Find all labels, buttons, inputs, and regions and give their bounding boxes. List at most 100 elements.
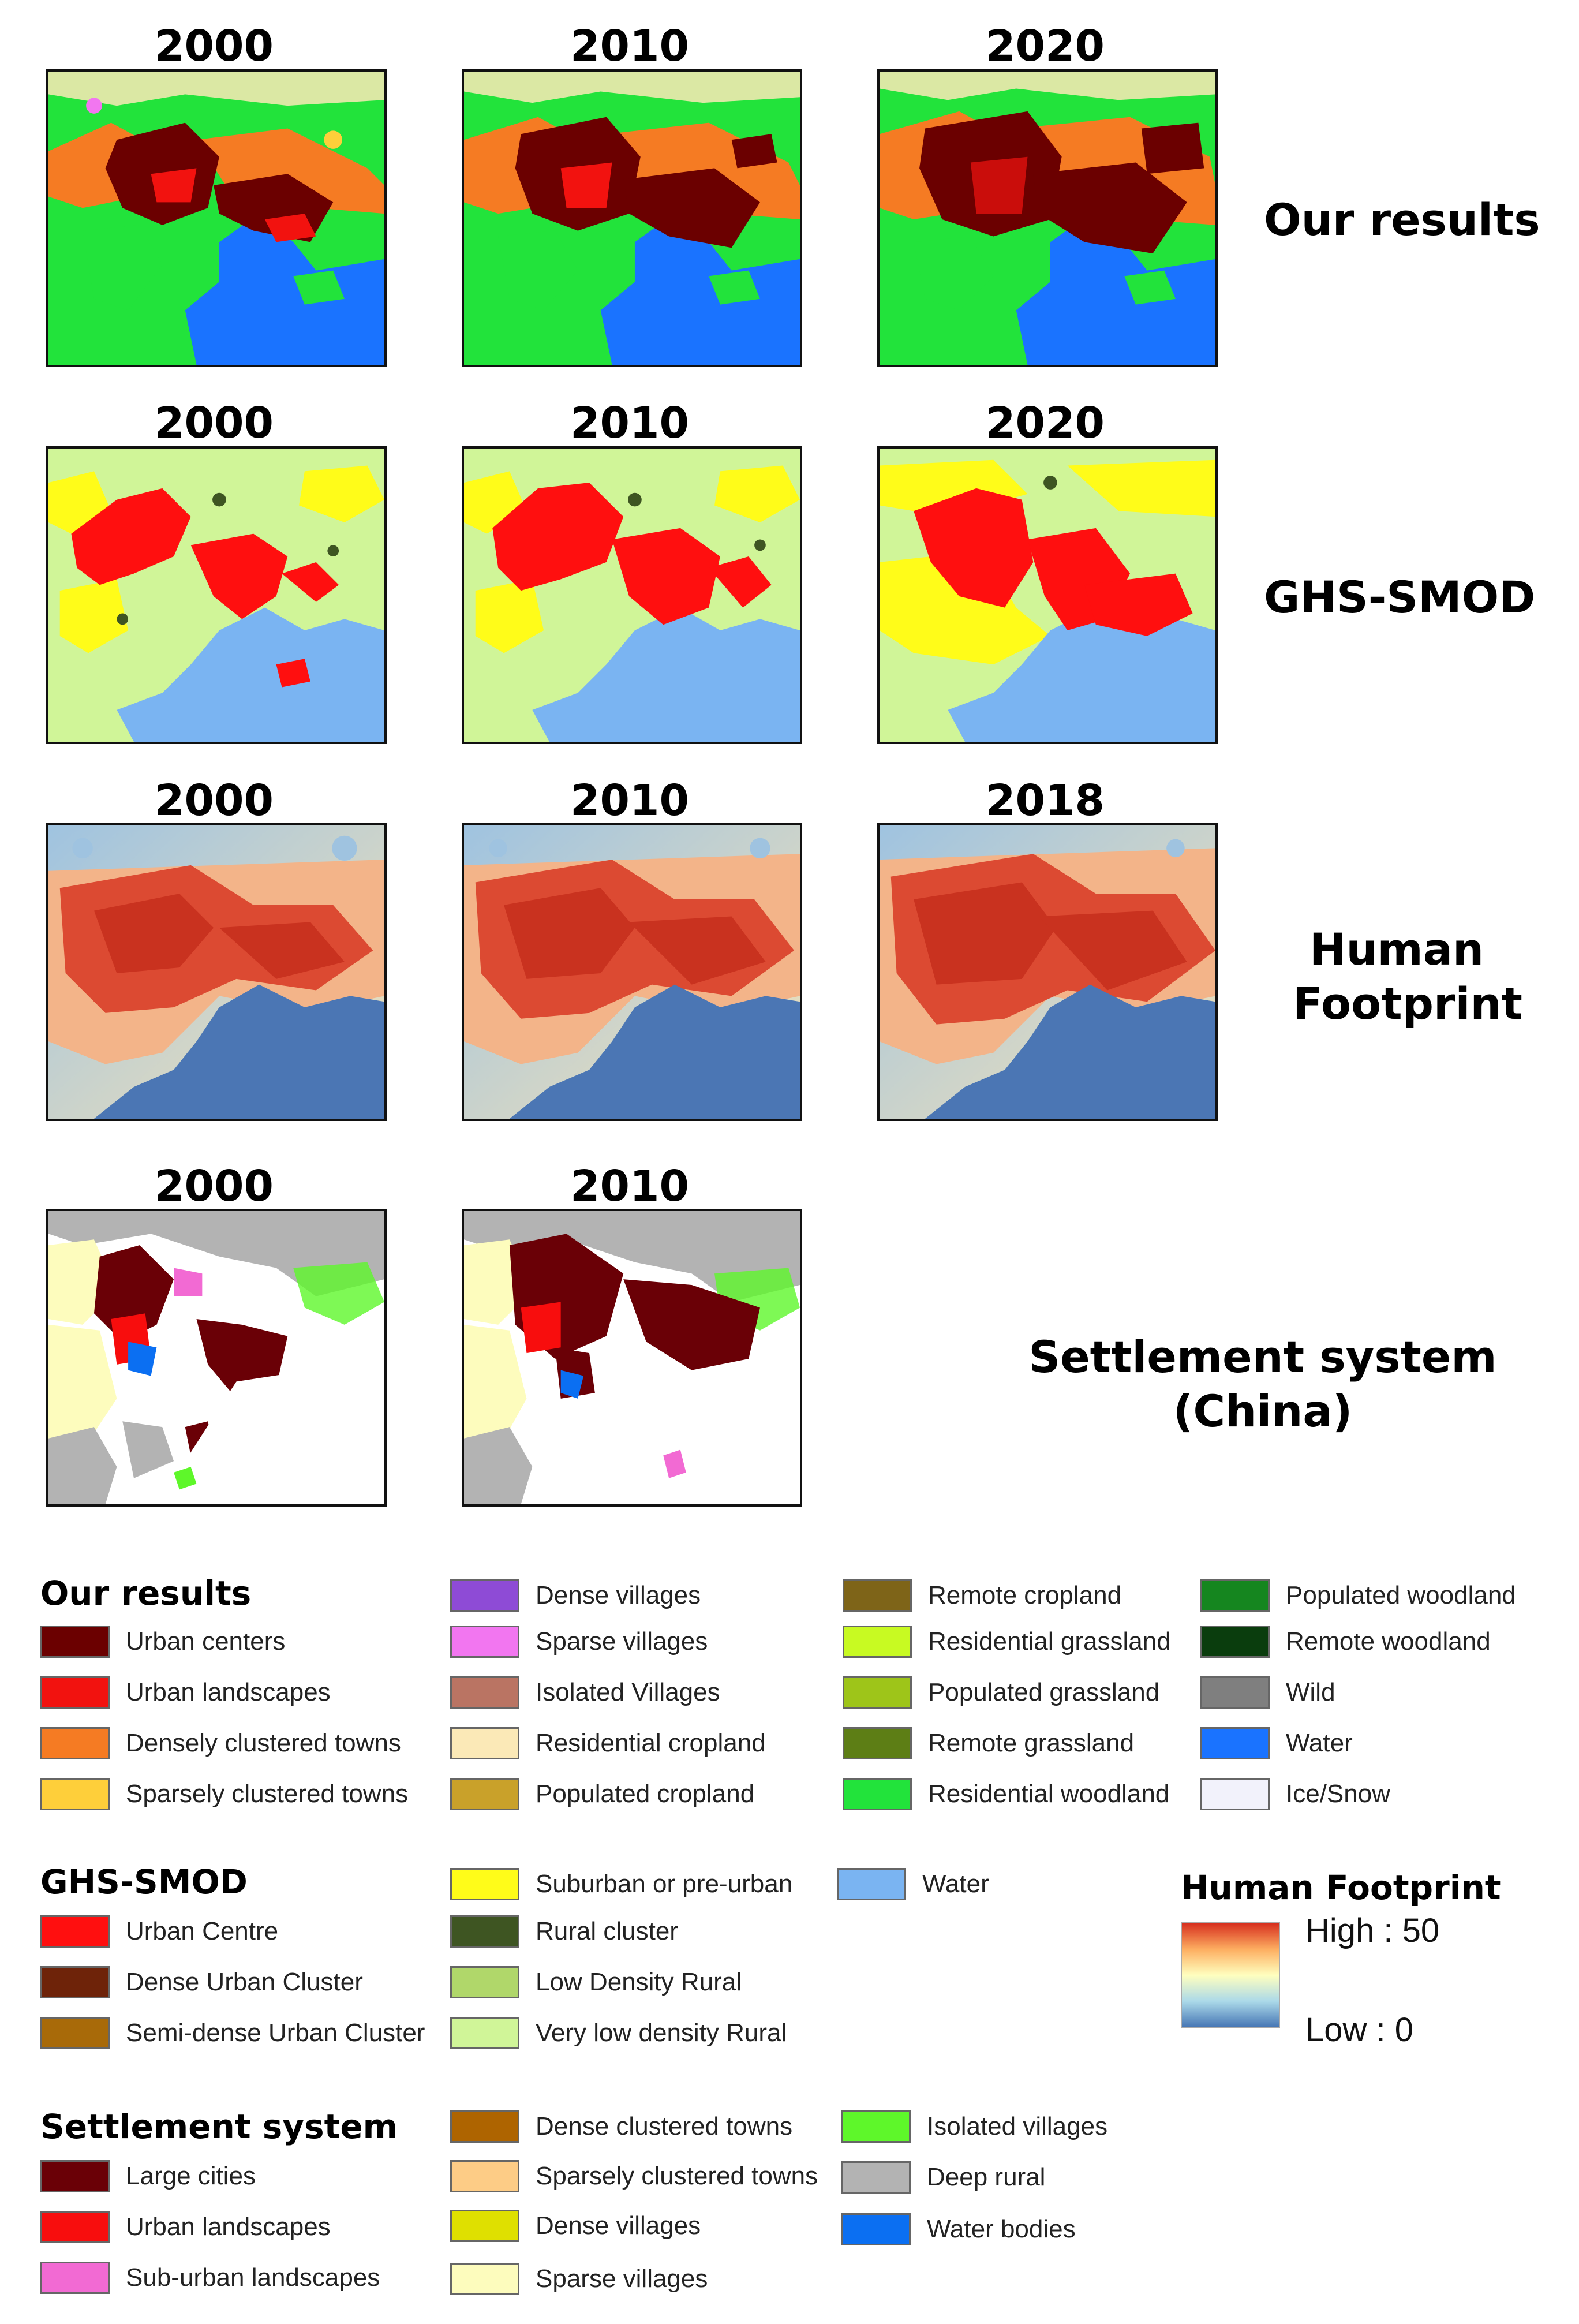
map-human-footprint-2000: [46, 823, 387, 1121]
legend-swatch: [450, 1676, 519, 1709]
legend-swatch: [40, 1778, 110, 1810]
map-human-footprint-2010: [462, 823, 802, 1121]
legend-item: Dense villages: [450, 1577, 701, 1614]
legend-item: Water: [837, 1866, 989, 1903]
year-label: 2020: [986, 21, 1105, 71]
legend-label: Remote grassland: [928, 1729, 1135, 1757]
map-settlement-2000: [46, 1209, 387, 1507]
legend-label: Rural cluster: [536, 1917, 678, 1945]
legend-label: Sparse villages: [536, 1627, 708, 1656]
legend-label: Ice/Snow: [1286, 1780, 1390, 1808]
legend-item: Water bodies: [841, 2211, 1076, 2248]
year-label: 2000: [155, 776, 274, 825]
map-our-results-2010: [462, 69, 802, 367]
legend-swatch: [40, 2262, 110, 2294]
legend-item: Isolated Villages: [450, 1674, 720, 1711]
legend-item: Large cities: [40, 2158, 256, 2195]
legend-item: Populated cropland: [450, 1776, 754, 1813]
legend-label: Populated cropland: [536, 1780, 755, 1808]
legend-label: Sparsely clustered towns: [536, 2162, 818, 2190]
row-label-settlement-system: Settlement system (China): [1028, 1331, 1497, 1437]
legend-swatch: [40, 1626, 110, 1658]
legend-label: Semi-dense Urban Cluster: [126, 2019, 425, 2047]
legend-swatch: [40, 1966, 110, 1998]
legend-swatch: [843, 1676, 912, 1709]
legend-item: Urban Centre: [40, 1913, 278, 1950]
legend-label: Water: [922, 1870, 989, 1898]
legend-label: Water: [1286, 1729, 1353, 1757]
legend-label: Low Density Rural: [536, 1968, 742, 1996]
legend-swatch: [1200, 1579, 1270, 1612]
map-ghs-smod-2000: [46, 446, 387, 744]
legend-item: Very low density Rural: [450, 2015, 787, 2052]
legend-label: Populated grassland: [928, 1678, 1160, 1706]
legend-item: Densely clustered towns: [40, 1725, 401, 1762]
legend-item: Sparsely clustered towns: [40, 1776, 408, 1813]
legend-item: Remote grassland: [843, 1725, 1134, 1762]
legend-item: Urban landscapes: [40, 2209, 331, 2245]
legend-swatch: [40, 1915, 110, 1948]
human-footprint-color-ramp: [1181, 1922, 1280, 2028]
legend-label: Densely clustered towns: [126, 1729, 401, 1757]
legend-swatch: [450, 2263, 519, 2295]
map-settlement-2010: [462, 1209, 802, 1507]
legend-label: Large cities: [126, 2162, 256, 2190]
legend-swatch: [450, 1626, 519, 1658]
human-footprint-high-label: High : 50: [1305, 1912, 1440, 1949]
year-label: 2010: [570, 398, 689, 448]
legend-title-settlement-system: Settlement system: [40, 2107, 398, 2146]
legend-swatch: [450, 1915, 519, 1948]
legend-swatch: [450, 1868, 519, 1900]
legend-swatch: [450, 2110, 519, 2143]
legend-swatch: [841, 2161, 911, 2194]
legend-label: Residential cropland: [536, 1729, 766, 1757]
legend-swatch: [837, 1868, 906, 1900]
legend-label: Residential grassland: [928, 1627, 1171, 1656]
year-label: 2018: [986, 776, 1105, 825]
legend-label: Urban landscapes: [126, 2213, 331, 2241]
legend-label: Water bodies: [927, 2215, 1076, 2243]
legend-item: Populated woodland: [1200, 1577, 1516, 1614]
legend-label: Remote cropland: [928, 1581, 1122, 1609]
legend-label: Sparsely clustered towns: [126, 1780, 409, 1808]
legend-title-our-results: Our results: [40, 1574, 252, 1613]
year-label: 2000: [155, 398, 274, 448]
legend-item: Remote cropland: [843, 1577, 1121, 1614]
legend-item: Wild: [1200, 1674, 1335, 1711]
legend-item: Ice/Snow: [1200, 1776, 1390, 1813]
map-our-results-2020: [877, 69, 1218, 367]
legend-item: Deep rural: [841, 2159, 1045, 2196]
legend-label: Dense clustered towns: [536, 2112, 793, 2140]
legend-swatch: [40, 2160, 110, 2192]
map-our-results-2000: [46, 69, 387, 367]
legend-swatch: [843, 1626, 912, 1658]
legend-item: Water: [1200, 1725, 1353, 1762]
legend-label: Very low density Rural: [536, 2019, 787, 2047]
legend-item: Sparse villages: [450, 1623, 708, 1660]
legend-item: Suburban or pre-urban: [450, 1866, 792, 1903]
legend-item: Remote woodland: [1200, 1623, 1491, 1660]
year-label: 2010: [570, 21, 689, 71]
legend-label: Deep rural: [927, 2163, 1046, 2191]
legend-label: Urban centers: [126, 1627, 286, 1656]
legend-label: Wild: [1286, 1678, 1335, 1706]
legend-item: Urban centers: [40, 1623, 285, 1660]
row-label-human-footprint: Human Footprint: [1293, 924, 1522, 1029]
year-label: 2000: [155, 21, 274, 71]
legend-label: Populated woodland: [1286, 1581, 1516, 1609]
legend-item: Sparse villages: [450, 2261, 708, 2297]
legend-item: Rural cluster: [450, 1913, 678, 1950]
legend-swatch: [450, 1579, 519, 1612]
legend-item: Populated grassland: [843, 1674, 1159, 1711]
legend-item: Sparsely clustered towns: [450, 2158, 818, 2195]
legend-swatch: [841, 2213, 911, 2245]
map-ghs-smod-2010: [462, 446, 802, 744]
legend-label: Dense villages: [536, 2211, 701, 2240]
legend-label: Dense Urban Cluster: [126, 1968, 363, 1996]
legend-item: Urban landscapes: [40, 1674, 331, 1711]
human-footprint-low-label: Low : 0: [1305, 2011, 1413, 2049]
legend-item: Dense villages: [450, 2207, 701, 2244]
legend-swatch: [843, 1579, 912, 1612]
legend-swatch: [450, 2160, 519, 2192]
year-label: 2010: [570, 776, 689, 825]
